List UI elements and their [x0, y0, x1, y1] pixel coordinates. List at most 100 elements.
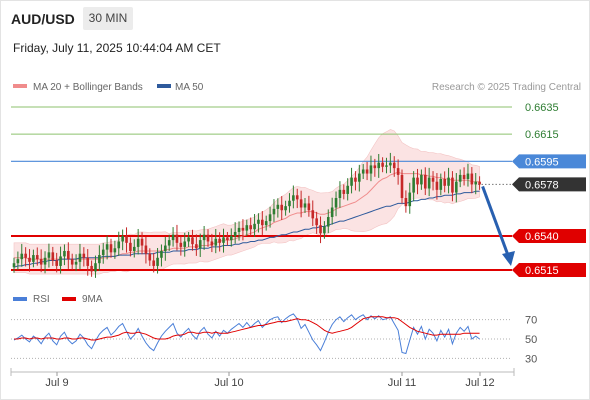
candle-body — [377, 162, 381, 169]
candle-body — [261, 219, 264, 226]
candle-body — [330, 207, 334, 218]
candle-body — [195, 244, 198, 249]
candle-body — [326, 217, 330, 227]
candle-body — [245, 225, 249, 231]
candle-body — [423, 174, 427, 189]
candle-body — [458, 174, 462, 182]
candle-body — [144, 245, 148, 254]
pivot-tag-0-6595 — [512, 154, 586, 169]
candle-body — [431, 177, 435, 182]
rsi-tick-70: 70 — [525, 315, 537, 327]
candle-body — [404, 198, 408, 207]
candle-body — [264, 221, 268, 226]
candle-body — [435, 181, 439, 190]
candle-body — [183, 241, 187, 247]
credit-label: Research © 2025 Trading Central — [432, 82, 581, 93]
candle-body — [105, 244, 109, 250]
candle-body — [420, 174, 423, 185]
candle-body — [152, 260, 155, 266]
candle-body — [206, 234, 210, 242]
rsi-line — [13, 313, 480, 355]
candle-body — [392, 162, 396, 169]
forecast-arrow-head — [502, 251, 515, 266]
candle-body — [385, 165, 388, 167]
current-price-tag — [512, 177, 586, 192]
rsi-panel: 70 50 30 — [11, 313, 537, 365]
candle-body — [268, 214, 272, 222]
candle-body — [35, 255, 39, 260]
candle-body — [39, 259, 43, 265]
candle-body — [354, 177, 357, 182]
candle-body — [361, 169, 365, 174]
candle-body — [24, 253, 27, 258]
candle-body — [16, 259, 20, 264]
candle-body — [160, 250, 163, 258]
candle-body — [303, 203, 307, 208]
candle-body — [59, 256, 62, 266]
candle-body — [43, 257, 47, 265]
candle-body — [315, 218, 318, 226]
candle-body — [470, 173, 474, 185]
candle-body — [257, 219, 260, 224]
candles — [12, 152, 481, 278]
candle-body — [229, 236, 233, 241]
candle-body — [191, 237, 194, 245]
candle-body — [295, 195, 299, 200]
x-axis: Jul 9 Jul 10 Jul 11 Jul 12 — [10, 368, 515, 389]
candle-body — [443, 178, 446, 186]
candle-body — [67, 250, 70, 260]
x-tick-label: Jul 11 — [388, 377, 417, 389]
candle-body — [78, 253, 82, 262]
candle-body — [164, 245, 167, 251]
candle-body — [94, 263, 97, 272]
candle-body — [466, 173, 470, 179]
candle-body — [55, 260, 58, 266]
candle-body — [179, 242, 183, 247]
candle-body — [416, 177, 419, 185]
price-level-labels: 0.6635 0.6615 0.6595 0.6578 0.6540 0.6515 — [512, 102, 586, 277]
candle-body — [280, 204, 284, 211]
candle-body — [198, 240, 202, 249]
candle-body — [462, 174, 466, 179]
candle-body — [117, 241, 121, 249]
timeframe-button[interactable]: 30 MIN — [83, 7, 133, 30]
rsi-ma-line — [14, 316, 480, 341]
candle-body — [342, 189, 346, 194]
candle-body — [253, 223, 256, 230]
candle-body — [202, 234, 206, 241]
candle-body — [129, 242, 132, 251]
candle-body — [346, 185, 349, 194]
candle-body — [272, 208, 276, 215]
candle-body — [338, 189, 342, 199]
candle-body — [408, 192, 412, 207]
support-label-0-6515: 0.6515 — [525, 265, 559, 277]
candle-body — [70, 259, 74, 265]
candle-body — [125, 236, 128, 243]
ma20-legend-label: MA 20 + Bollinger Bands — [33, 82, 143, 93]
candle-body — [98, 255, 101, 264]
candle-body — [121, 236, 124, 242]
rsi-legend-swatch — [13, 297, 27, 301]
resistance-label-0-6635: 0.6635 — [525, 102, 559, 114]
candle-body — [389, 162, 392, 166]
candle-body — [136, 238, 140, 247]
candle-body — [249, 225, 252, 230]
candle-body — [82, 253, 86, 258]
candle-body — [12, 263, 16, 268]
candle-body — [292, 195, 295, 201]
candle-body — [323, 226, 326, 234]
candle-body — [140, 238, 144, 246]
rsi-tick-50: 50 — [525, 334, 537, 346]
candle-body — [156, 257, 159, 266]
candle-body — [365, 169, 369, 174]
candle-body — [478, 181, 481, 185]
candle-body — [214, 238, 218, 246]
candle-body — [32, 255, 35, 262]
candle-body — [74, 261, 78, 265]
candle-body — [86, 257, 90, 266]
candle-body — [288, 200, 291, 207]
datetime-label: Friday, July 11, 2025 10:44:04 AM CET — [13, 41, 221, 55]
candle-body — [113, 248, 117, 253]
candle-body — [396, 168, 400, 175]
